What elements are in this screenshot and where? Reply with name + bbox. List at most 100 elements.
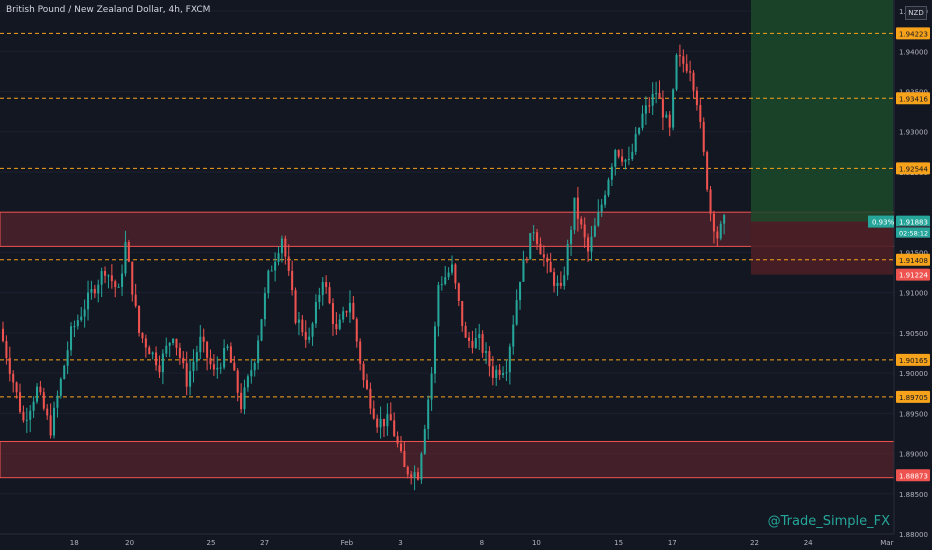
candle-body xyxy=(672,89,675,128)
candle-body xyxy=(223,347,226,368)
candle-body xyxy=(699,105,702,122)
candle-body xyxy=(597,212,600,226)
pct-label: 0.93% xyxy=(872,219,895,227)
candle xyxy=(22,405,25,423)
candle xyxy=(651,82,654,115)
candle-body xyxy=(678,54,681,57)
candle xyxy=(253,360,256,377)
pct-tag-bg xyxy=(868,215,894,228)
candle xyxy=(604,190,607,208)
candle xyxy=(107,274,110,289)
candle-body xyxy=(372,408,375,419)
candle-body xyxy=(161,353,164,373)
candle xyxy=(430,367,433,411)
candle xyxy=(301,315,304,337)
candle xyxy=(216,356,219,379)
candle-body xyxy=(32,401,35,411)
candle xyxy=(348,290,351,323)
candle-body xyxy=(338,319,341,330)
candle xyxy=(454,263,457,290)
candle xyxy=(638,127,641,136)
candle xyxy=(658,80,661,99)
timer-tag-bg xyxy=(896,227,930,238)
candle xyxy=(212,354,215,376)
candle xyxy=(192,349,195,383)
x-tick-label: 18 xyxy=(70,539,79,547)
candle-body xyxy=(165,345,168,354)
x-tick-label: 10 xyxy=(532,539,541,547)
candle xyxy=(158,355,161,378)
candle-body xyxy=(614,150,617,167)
candle xyxy=(325,275,328,294)
candle-body xyxy=(644,105,647,114)
candle xyxy=(202,328,205,353)
candle xyxy=(379,406,382,439)
candle-body xyxy=(1,328,5,342)
candle xyxy=(59,377,62,399)
candle xyxy=(631,143,634,161)
candle-body xyxy=(124,242,127,274)
candle xyxy=(536,228,539,250)
candle xyxy=(18,383,22,414)
currency-label[interactable]: NZD xyxy=(905,6,927,20)
candle xyxy=(563,266,566,290)
candle-body xyxy=(141,332,144,339)
candle-body xyxy=(274,261,277,271)
candle xyxy=(712,210,715,244)
candle-body xyxy=(631,151,634,159)
candle-body xyxy=(80,316,83,321)
candle-body xyxy=(63,365,66,379)
candle-body xyxy=(212,364,215,370)
candle-body xyxy=(661,98,664,118)
candle xyxy=(610,163,613,186)
candle xyxy=(580,216,583,229)
candle xyxy=(661,90,664,131)
candle xyxy=(393,412,396,437)
candle xyxy=(209,349,212,370)
candle-body xyxy=(617,150,620,157)
candle-body xyxy=(481,334,484,353)
candle-body xyxy=(76,320,79,327)
candle-body xyxy=(172,338,175,343)
candle-body xyxy=(692,72,695,91)
candle xyxy=(471,330,474,354)
candle xyxy=(280,235,283,263)
candle-body xyxy=(546,257,549,262)
candle xyxy=(42,387,45,411)
candle-body xyxy=(5,341,8,359)
candle xyxy=(549,252,552,273)
candle-body xyxy=(689,71,692,73)
stop-zone xyxy=(750,221,894,275)
candle-body xyxy=(301,319,304,333)
candle-body xyxy=(250,370,253,377)
candle xyxy=(719,220,722,241)
candle xyxy=(614,148,617,176)
candle-body xyxy=(59,378,62,396)
candle xyxy=(189,359,192,396)
candle-body xyxy=(682,56,685,64)
candle-body xyxy=(440,284,443,286)
sr-zone xyxy=(0,440,895,479)
candle-body xyxy=(263,293,266,320)
candle xyxy=(587,233,590,262)
candle-body xyxy=(93,289,96,294)
candle-body xyxy=(56,395,59,408)
candle-body xyxy=(66,350,69,366)
candle xyxy=(481,330,484,358)
candle-body xyxy=(651,93,654,106)
candle-body xyxy=(236,370,239,393)
candle-body xyxy=(542,254,545,258)
entry-price-label: 1.91883 xyxy=(899,219,928,227)
candle xyxy=(444,265,447,286)
candle-body xyxy=(570,229,573,245)
candle-body xyxy=(485,351,488,353)
candle-body xyxy=(260,319,263,341)
candle-body xyxy=(525,259,528,261)
candle-body xyxy=(42,392,45,409)
candle xyxy=(665,111,668,119)
candle xyxy=(8,346,11,382)
candle-body xyxy=(376,418,379,428)
candle-body xyxy=(83,309,86,317)
candle-body xyxy=(430,373,433,400)
